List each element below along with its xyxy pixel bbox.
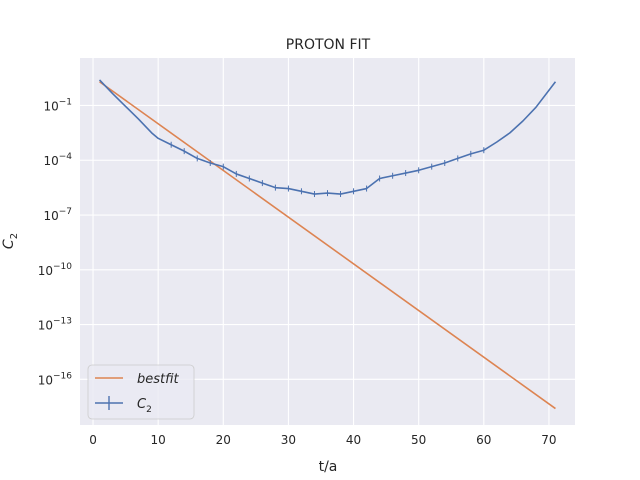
y-tick-exponent: −7: [59, 207, 72, 217]
y-tick-label: 10−13: [38, 317, 72, 333]
y-tick-exponent: −4: [59, 152, 73, 162]
y-axis-label-base: C: [1, 239, 17, 249]
x-tick-label: 10: [151, 433, 166, 447]
y-tick-exponent: −10: [53, 262, 72, 272]
y-tick-label: 10−7: [43, 207, 72, 223]
x-tick-label: 30: [281, 433, 296, 447]
y-tick-base: 10: [38, 373, 53, 387]
y-tick-exponent: −16: [53, 371, 72, 381]
y-tick-label: 10−4: [43, 152, 72, 168]
x-tick-label: 70: [541, 433, 556, 447]
y-axis-label: C2: [1, 233, 20, 249]
series-line-bestfit: [99, 81, 556, 410]
x-tick-label: 40: [346, 433, 361, 447]
x-tick-label: 20: [216, 433, 231, 447]
y-tick-base: 10: [43, 154, 58, 168]
series-layer: [98, 79, 557, 410]
y-tick-exponent: −1: [59, 97, 72, 107]
legend-label-c2: C2: [137, 397, 152, 415]
legend: bestfit C2: [87, 364, 195, 420]
legend-label-bestfit: bestfit: [137, 372, 180, 387]
grid-lines: [80, 58, 575, 425]
y-tick-base: 10: [43, 99, 58, 113]
x-tick-label: 50: [411, 433, 426, 447]
legend-label-c2-subscript: 2: [146, 405, 152, 415]
x-axis-label: t/a: [319, 459, 338, 475]
y-tick-exponent: −13: [53, 317, 72, 327]
y-axis-label-subscript: 2: [9, 233, 20, 239]
legend-label-c2-base: C: [137, 397, 147, 412]
series-line-c2: [98, 79, 557, 195]
y-tick-base: 10: [38, 319, 53, 333]
x-ticks: 0 10 20 30 40 50 60 70: [89, 433, 556, 447]
x-tick-label: 60: [476, 433, 491, 447]
x-tick-label: 0: [89, 433, 97, 447]
y-tick-label: 10−1: [43, 97, 72, 113]
y-tick-label: 10−16: [38, 371, 73, 387]
y-tick-base: 10: [43, 209, 58, 223]
chart-title: PROTON FIT: [286, 37, 371, 53]
y-tick-base: 10: [38, 264, 53, 278]
y-tick-label: 10−10: [38, 262, 73, 278]
